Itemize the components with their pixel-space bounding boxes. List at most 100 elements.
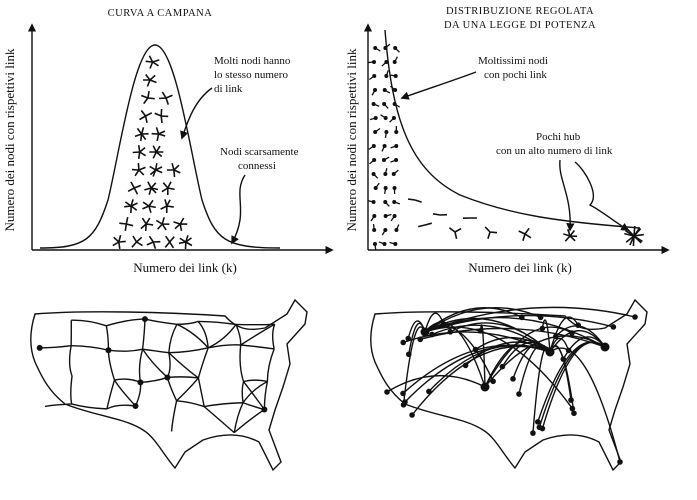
network-node	[510, 376, 516, 382]
network-link	[208, 344, 241, 349]
network-link	[141, 319, 146, 350]
network-link	[39, 345, 72, 349]
network-node	[632, 314, 638, 320]
node-icon	[178, 235, 193, 250]
annotation: lo stesso numero	[214, 69, 288, 81]
node-link	[394, 47, 400, 53]
network-link	[263, 381, 269, 410]
node-link	[367, 61, 375, 64]
node-link	[367, 200, 374, 203]
network-link	[207, 323, 237, 349]
network-link	[424, 314, 614, 333]
network-link	[68, 345, 73, 377]
node-link	[385, 213, 392, 217]
network-link	[168, 323, 178, 353]
y-axis-label: Numero dei nodi con rispettivi link	[2, 48, 17, 232]
node-icon	[141, 90, 155, 105]
network-node	[105, 347, 112, 354]
network-node	[384, 389, 390, 395]
network-link	[114, 378, 141, 384]
node-link	[374, 127, 381, 133]
node-icon	[166, 162, 181, 178]
network-link	[240, 344, 275, 350]
arrow	[180, 87, 213, 140]
network-node	[516, 391, 522, 397]
network-link	[113, 379, 137, 407]
node-link	[390, 145, 397, 149]
node-link	[368, 145, 375, 150]
network-link	[424, 321, 486, 388]
node-link	[369, 159, 375, 165]
network-link	[176, 323, 209, 349]
network-link	[197, 320, 209, 348]
node-icon	[119, 216, 134, 232]
us-outline	[30, 298, 308, 472]
node-icon	[149, 162, 163, 177]
network-node	[417, 336, 424, 343]
bell-curve	[39, 44, 281, 249]
hub-node	[600, 342, 610, 352]
network-node	[617, 459, 623, 465]
node-icon	[159, 91, 173, 105]
node-icon	[407, 198, 422, 203]
node-link	[390, 85, 396, 91]
node-link	[394, 201, 401, 205]
network-node	[132, 402, 139, 409]
network-link	[197, 377, 205, 407]
network-link	[549, 330, 606, 353]
network-link	[404, 345, 551, 403]
network-node	[137, 379, 144, 386]
network-link	[44, 403, 72, 408]
hub-node	[545, 347, 555, 357]
node-link	[383, 187, 387, 195]
node-icons	[367, 43, 645, 251]
node-icon	[624, 225, 645, 247]
node-icon	[140, 217, 154, 232]
annotation: Molti nodi hanno	[214, 55, 291, 67]
node-link	[384, 201, 390, 207]
network-link	[242, 380, 268, 404]
network-link	[142, 348, 169, 354]
network-link	[424, 307, 541, 333]
network-node	[539, 425, 546, 432]
node-icon	[164, 235, 175, 249]
node-link	[389, 74, 396, 77]
node-link	[375, 182, 380, 189]
network-link	[166, 352, 171, 378]
network-link	[168, 352, 199, 379]
node-link	[381, 229, 386, 236]
network-link	[134, 382, 142, 407]
node-link	[390, 215, 396, 222]
network-node	[530, 430, 536, 436]
network-link	[239, 344, 245, 382]
network-node	[539, 325, 546, 332]
power-law-panel: DISTRIBUZIONE REGOLATA DA UNA LEGGE DI P…	[344, 6, 670, 275]
node-icon	[112, 234, 126, 250]
annotation: Moltissimi nodi	[478, 55, 548, 67]
node-link	[370, 215, 375, 222]
node-icon	[173, 217, 188, 232]
node-icon	[161, 181, 175, 196]
node-link	[384, 89, 391, 94]
node-link	[384, 131, 388, 139]
node-icon	[518, 227, 532, 241]
network-node	[569, 405, 576, 412]
node-link	[380, 114, 387, 119]
bell-panel: CURVA A CAMPANA Numero dei nodi con risp…	[2, 8, 334, 275]
network-link	[235, 324, 242, 346]
network-node	[575, 322, 582, 329]
network-link	[266, 348, 275, 382]
network-link	[386, 374, 486, 393]
annotation: connessi	[238, 160, 276, 172]
network-node	[400, 339, 406, 346]
network-link	[106, 404, 136, 410]
node-icon	[131, 162, 146, 177]
node-icon	[154, 108, 169, 124]
network-link	[176, 377, 199, 402]
node-icon	[145, 55, 160, 69]
network-node	[535, 419, 541, 425]
network-link	[144, 318, 178, 326]
network-link	[176, 400, 205, 408]
annotation: con pochi link	[484, 69, 547, 81]
